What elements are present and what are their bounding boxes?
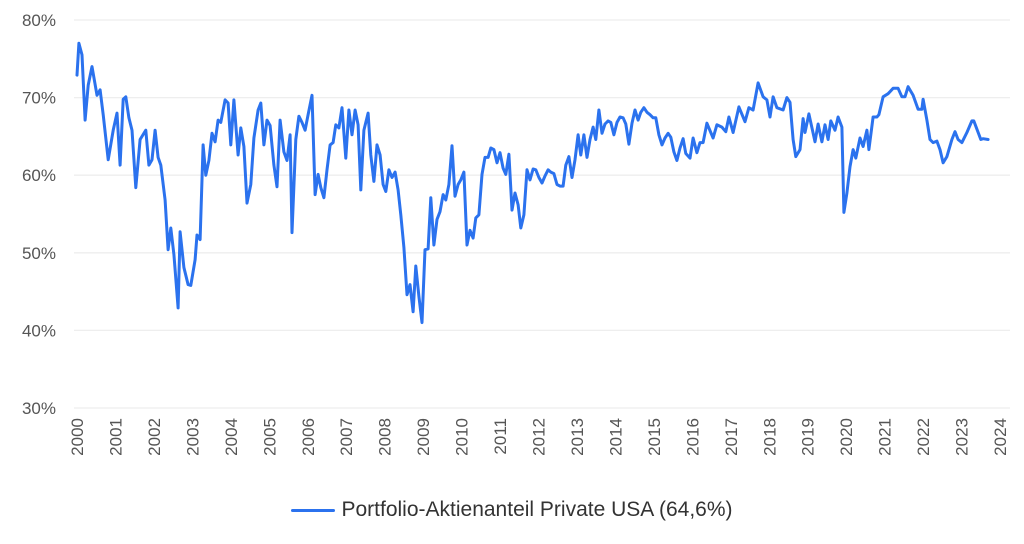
- x-tick-label: 2007: [337, 418, 356, 456]
- x-tick-label: 2011: [491, 418, 510, 455]
- legend: Portfolio-Aktienanteil Private USA (64,6…: [0, 498, 1024, 522]
- x-tick-label: 2012: [530, 418, 549, 456]
- y-axis-ticks: 30% 40% 50% 60% 70% 80%: [22, 11, 56, 418]
- x-tick-label: 2001: [106, 418, 125, 456]
- gridlines: [74, 19, 1010, 409]
- x-tick-label: 2008: [376, 418, 395, 456]
- x-tick-label: 2009: [414, 418, 433, 456]
- legend-label: Portfolio-Aktienanteil Private USA (64,6…: [341, 498, 733, 521]
- series-layer: [75, 41, 990, 325]
- legend-line-swatch: [291, 508, 336, 512]
- x-tick-label: 2004: [222, 418, 241, 456]
- x-tick-label: 2005: [260, 418, 279, 456]
- series-line: [75, 41, 990, 325]
- x-tick-label: 2003: [183, 418, 202, 456]
- x-tick-label: 2023: [953, 418, 972, 456]
- x-tick-label: 2015: [645, 418, 664, 456]
- x-tick-label: 2021: [876, 418, 895, 456]
- x-tick-label: 2019: [799, 418, 818, 456]
- x-tick-label: 2010: [453, 418, 472, 456]
- y-tick-label: 50%: [22, 244, 56, 263]
- x-tick-label: 2018: [760, 418, 779, 456]
- x-tick-label: 2006: [299, 418, 318, 456]
- x-tick-label: 2000: [68, 418, 87, 456]
- x-tick-label: 2022: [914, 418, 933, 456]
- y-tick-label: 80%: [22, 11, 56, 30]
- y-tick-label: 70%: [22, 89, 56, 108]
- y-tick-label: 30%: [22, 399, 56, 418]
- y-tick-label: 60%: [22, 166, 56, 185]
- x-tick-label: 2014: [606, 418, 625, 456]
- x-tick-label: 2024: [991, 418, 1010, 456]
- x-axis-ticks: 2000 2001 2002 2003 2004 2005 2006 2007 2008 2009…: [68, 418, 1010, 456]
- y-tick-label: 40%: [22, 321, 56, 340]
- x-tick-label: 2020: [837, 418, 856, 456]
- x-tick-label: 2016: [683, 418, 702, 456]
- x-tick-label: 2017: [722, 418, 741, 456]
- x-tick-label: 2013: [568, 418, 587, 456]
- x-tick-label: 2002: [145, 418, 164, 456]
